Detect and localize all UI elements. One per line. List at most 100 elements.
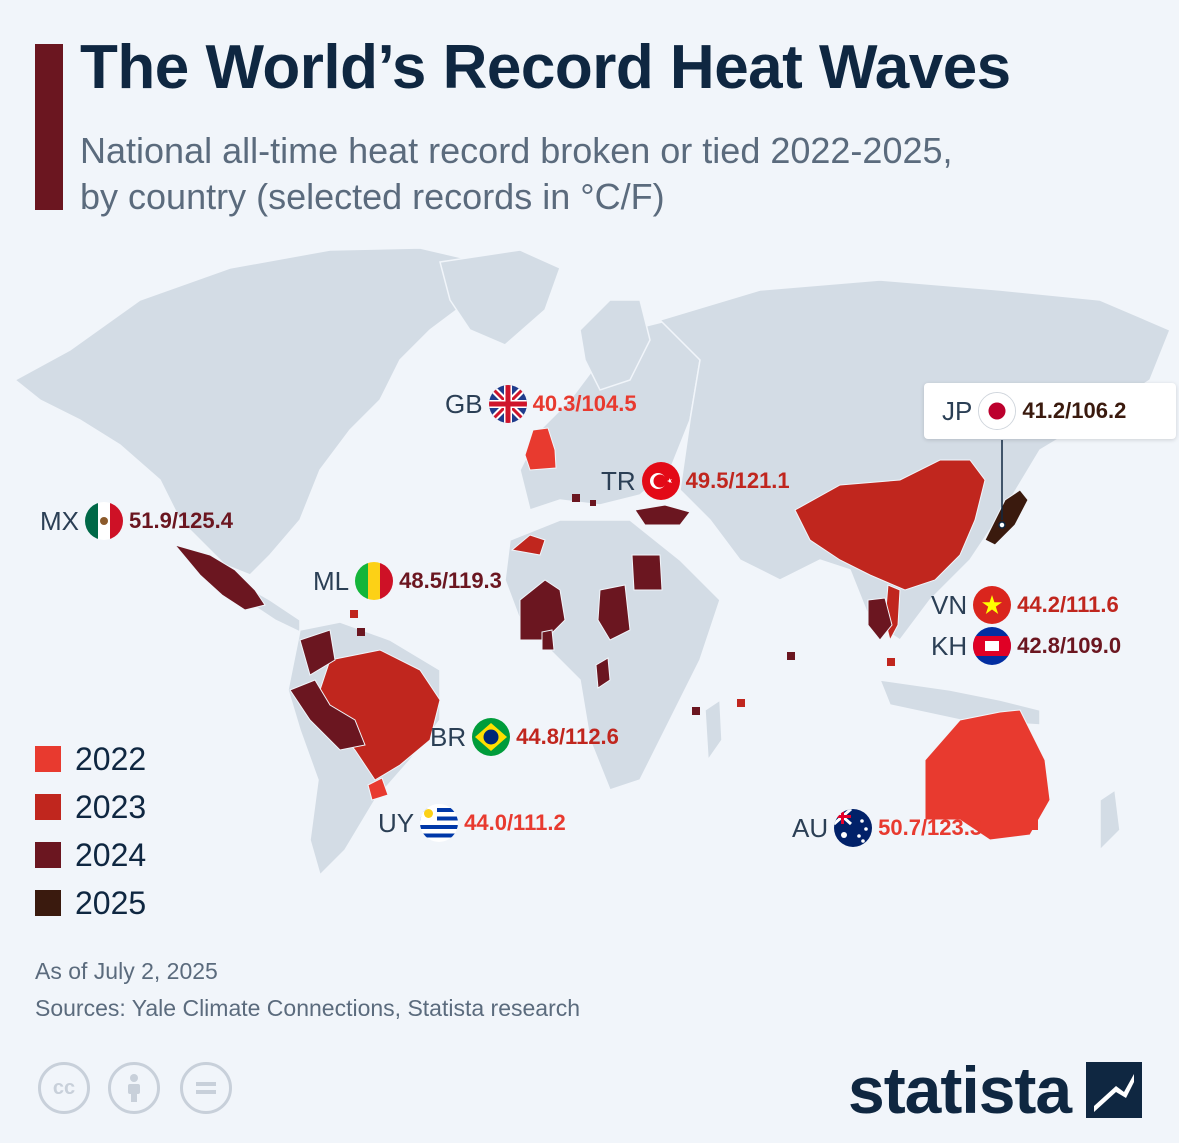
legend-item: 2022 bbox=[35, 735, 146, 783]
australia-flag-icon bbox=[834, 809, 873, 847]
small-territories bbox=[350, 494, 1038, 830]
territory-8 bbox=[887, 658, 895, 666]
legend-swatch bbox=[35, 890, 61, 916]
legend-item: 2025 bbox=[35, 879, 146, 927]
mexico-flag-icon bbox=[85, 502, 123, 540]
country-code: ML bbox=[313, 565, 350, 596]
cambodia-flag-icon bbox=[973, 627, 1012, 665]
country-uruguay bbox=[367, 777, 389, 801]
as-of-note: As of July 2, 2025 bbox=[35, 958, 218, 984]
legend-swatch bbox=[35, 794, 61, 820]
legend-swatch bbox=[35, 842, 61, 868]
country-colombia bbox=[299, 629, 336, 676]
attribution-icon[interactable] bbox=[108, 1062, 160, 1114]
japan-callout-box bbox=[924, 383, 1176, 439]
uruguay-flag-icon bbox=[420, 804, 459, 842]
japan-leader-dot bbox=[998, 521, 1006, 529]
record-value: 48.5/119.3 bbox=[399, 568, 502, 593]
country-japan bbox=[984, 489, 1029, 546]
country-code: TR bbox=[601, 465, 636, 496]
callout-mx: MX 51.9/125.4 bbox=[40, 501, 233, 541]
record-countries bbox=[173, 427, 1051, 841]
record-value: 40.3/104.5 bbox=[532, 391, 637, 416]
statista-logo-icon bbox=[1086, 1062, 1142, 1118]
record-value: 44.2/111.6 bbox=[1017, 592, 1119, 617]
country-congo bbox=[595, 657, 611, 689]
land-north-america bbox=[13, 247, 481, 576]
country-uk bbox=[524, 427, 557, 471]
callout-br: BR 44.8/112.6 bbox=[430, 717, 619, 757]
turkey-flag-icon bbox=[641, 462, 680, 500]
page-title: The World’s Record Heat Waves bbox=[80, 33, 1011, 102]
japan-flag-icon bbox=[978, 392, 1017, 430]
cc-icon[interactable]: cc bbox=[38, 1062, 90, 1114]
country-code: MX bbox=[40, 505, 79, 536]
land-greenland bbox=[439, 249, 561, 346]
callout-jp: JP 41.2/106.2 bbox=[942, 391, 1126, 431]
country-code: JP bbox=[942, 395, 973, 426]
land-madagascar bbox=[704, 698, 723, 763]
country-code: UY bbox=[378, 807, 415, 838]
callout-kh: KH 42.8/109.0 bbox=[931, 626, 1121, 666]
subtitle-line-2: by country (selected records in °C/F) bbox=[80, 176, 665, 217]
country-chad bbox=[597, 584, 631, 641]
legend-swatch bbox=[35, 746, 61, 772]
country-code: KH bbox=[931, 630, 968, 661]
record-value: 44.8/112.6 bbox=[516, 724, 619, 749]
mali-flag-icon bbox=[355, 562, 394, 600]
legend-label: 2022 bbox=[75, 740, 147, 777]
country-egypt bbox=[631, 554, 663, 591]
title-accent-bar bbox=[35, 44, 63, 210]
record-value: 41.2/106.2 bbox=[1022, 398, 1127, 423]
land-asia bbox=[658, 279, 1171, 642]
legend-label: 2025 bbox=[75, 884, 147, 921]
record-value: 44.0/111.2 bbox=[464, 810, 566, 835]
territory-5 bbox=[787, 652, 795, 660]
country-peru-bolivia bbox=[289, 679, 366, 751]
legend-item: 2024 bbox=[35, 831, 146, 879]
callout-tr: TR 49.5/121.1 bbox=[601, 461, 790, 501]
territory-4 bbox=[357, 628, 365, 636]
country-australia bbox=[924, 709, 1051, 841]
territory-9 bbox=[1030, 820, 1038, 830]
statista-logo-text: statista bbox=[848, 1053, 1072, 1127]
country-mexico bbox=[173, 544, 266, 611]
land-scandinavia bbox=[579, 299, 651, 391]
legend-item: 2023 bbox=[35, 783, 146, 831]
country-code: AU bbox=[792, 812, 829, 843]
legend-label: 2024 bbox=[75, 836, 147, 873]
country-ghana bbox=[541, 629, 555, 651]
uk-flag-icon bbox=[488, 385, 527, 423]
country-mali bbox=[519, 579, 566, 641]
record-value: 42.8/109.0 bbox=[1017, 633, 1122, 658]
legend-label: 2023 bbox=[75, 788, 147, 825]
callout-gb: GB 40.3/104.5 bbox=[445, 384, 637, 424]
country-cambodia-thailand bbox=[867, 597, 893, 641]
territory-6 bbox=[692, 707, 700, 715]
country-morocco bbox=[510, 534, 546, 556]
subtitle-line-1: National all-time heat record broken or … bbox=[80, 130, 953, 171]
country-code: BR bbox=[430, 721, 467, 752]
map-legend: 2022 2023 2024 2025 bbox=[35, 735, 146, 927]
callout-vn: VN 44.2/111.6 bbox=[931, 585, 1119, 625]
sources-note: Sources: Yale Climate Connections, Stati… bbox=[35, 995, 581, 1021]
territory-7 bbox=[737, 699, 745, 707]
callout-au: AU 50.7/123.3 bbox=[792, 808, 982, 848]
brazil-flag-icon bbox=[472, 718, 511, 756]
callout-uy: UY 44.0/111.2 bbox=[378, 803, 566, 843]
no-derivatives-icon[interactable] bbox=[180, 1062, 232, 1114]
callout-ml: ML 48.5/119.3 bbox=[313, 561, 502, 601]
land-new-zealand bbox=[1099, 788, 1121, 852]
record-value: 49.5/121.1 bbox=[685, 468, 790, 493]
record-value: 51.9/125.4 bbox=[129, 508, 233, 533]
world-map bbox=[13, 247, 1171, 877]
country-code: GB bbox=[445, 388, 483, 419]
country-code: VN bbox=[931, 589, 968, 620]
territory-3 bbox=[350, 610, 358, 618]
vietnam-flag-icon bbox=[973, 586, 1012, 624]
page-subtitle: National all-time heat record broken or … bbox=[80, 128, 1160, 220]
territory-1 bbox=[572, 494, 580, 502]
country-china bbox=[794, 459, 986, 591]
country-turkey bbox=[634, 504, 691, 526]
record-value: 50.7/123.3 bbox=[878, 815, 983, 840]
